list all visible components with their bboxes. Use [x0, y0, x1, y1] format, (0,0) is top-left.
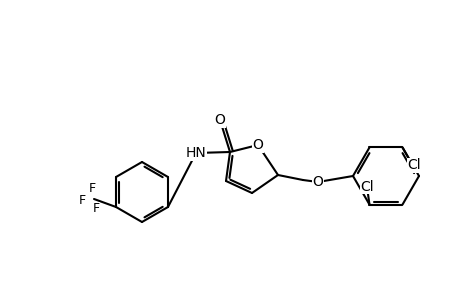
Text: F: F	[92, 202, 99, 215]
Text: F: F	[78, 194, 85, 208]
Text: HN: HN	[185, 146, 206, 160]
Text: O: O	[312, 175, 323, 189]
Text: O: O	[214, 113, 225, 127]
Text: Cl: Cl	[407, 158, 420, 172]
Text: O: O	[252, 138, 263, 152]
Text: F: F	[88, 182, 95, 196]
Text: Cl: Cl	[360, 180, 374, 194]
